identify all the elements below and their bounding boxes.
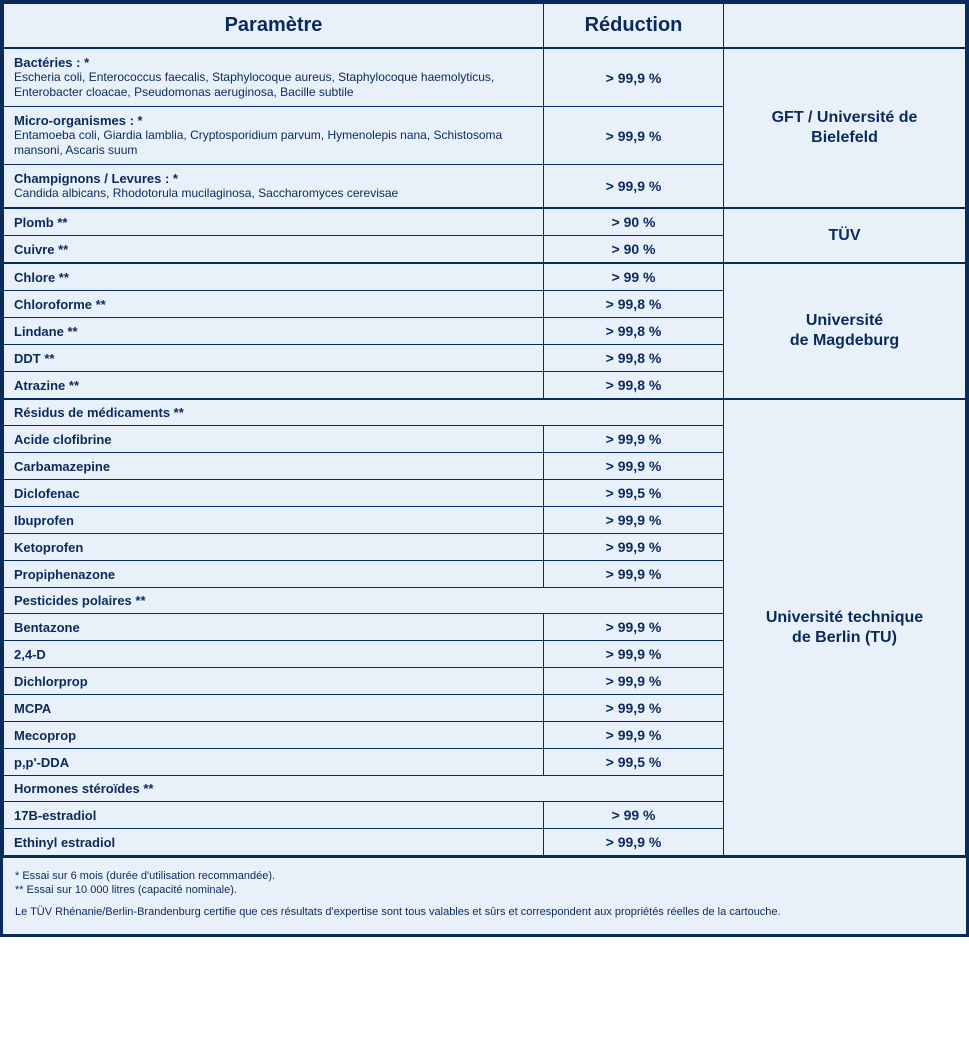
param-title: Champignons / Levures : * — [14, 171, 533, 186]
param-cell: Ethinyl estradiol — [4, 829, 544, 856]
param-cell: Bentazone — [4, 614, 544, 641]
param-cell: Ketoprofen — [4, 534, 544, 561]
reduction-cell: > 99 % — [544, 263, 724, 291]
param-cell: Chlore ** — [4, 263, 544, 291]
table-row: Résidus de médicaments **Université tech… — [4, 399, 966, 426]
param-cell: Champignons / Levures : *Candida albican… — [4, 165, 544, 209]
param-cell: p,p'-DDA — [4, 749, 544, 776]
param-cell: 17B-estradiol — [4, 802, 544, 829]
param-cell: Dichlorprop — [4, 668, 544, 695]
table-row: Chlore **> 99 %Universitéde Magdeburg — [4, 263, 966, 291]
reduction-cell: > 99,5 % — [544, 749, 724, 776]
lab-cell: TÜV — [724, 208, 966, 263]
param-cell: Ibuprofen — [4, 507, 544, 534]
reduction-cell: > 99,9 % — [544, 641, 724, 668]
table-header: Paramètre Réduction — [4, 4, 966, 49]
section-header: Hormones stéroïdes ** — [4, 776, 724, 802]
reduction-cell: > 99,8 % — [544, 291, 724, 318]
results-table-container: Paramètre Réduction Bactéries : *Escheri… — [0, 0, 969, 937]
param-cell: Bactéries : *Escheria coli, Enterococcus… — [4, 48, 544, 107]
reduction-cell: > 99,8 % — [544, 372, 724, 400]
reduction-cell: > 99,8 % — [544, 318, 724, 345]
param-cell: MCPA — [4, 695, 544, 722]
reduction-cell: > 99,9 % — [544, 165, 724, 209]
reduction-cell: > 99 % — [544, 802, 724, 829]
footnote-2: ** Essai sur 10 000 litres (capacité nom… — [15, 884, 954, 896]
param-detail: Candida albicans, Rhodotorula mucilagino… — [14, 186, 533, 201]
reduction-cell: > 99,9 % — [544, 107, 724, 165]
reduction-cell: > 99,9 % — [544, 453, 724, 480]
results-table: Paramètre Réduction Bactéries : *Escheri… — [3, 3, 966, 856]
reduction-cell: > 99,9 % — [544, 426, 724, 453]
param-title: Bactéries : * — [14, 55, 533, 70]
header-parametre: Paramètre — [4, 4, 544, 49]
param-cell: Diclofenac — [4, 480, 544, 507]
reduction-cell: > 99,9 % — [544, 668, 724, 695]
param-cell: Propiphenazone — [4, 561, 544, 588]
header-reduction: Réduction — [544, 4, 724, 49]
reduction-cell: > 99,9 % — [544, 507, 724, 534]
reduction-cell: > 90 % — [544, 208, 724, 236]
lab-cell: GFT / Université deBielefeld — [724, 48, 966, 208]
table-body: Bactéries : *Escheria coli, Enterococcus… — [4, 48, 966, 856]
reduction-cell: > 99,9 % — [544, 722, 724, 749]
lab-cell: Universitéde Magdeburg — [724, 263, 966, 399]
table-row: Plomb **> 90 %TÜV — [4, 208, 966, 236]
table-row: Bactéries : *Escheria coli, Enterococcus… — [4, 48, 966, 107]
param-cell: 2,4-D — [4, 641, 544, 668]
param-cell: Atrazine ** — [4, 372, 544, 400]
param-detail: Entamoeba coli, Giardia lamblia, Cryptos… — [14, 128, 533, 158]
reduction-cell: > 99,9 % — [544, 614, 724, 641]
footnotes: * Essai sur 6 mois (durée d'utilisation … — [3, 856, 966, 934]
footnote-1: * Essai sur 6 mois (durée d'utilisation … — [15, 870, 954, 882]
section-header: Pesticides polaires ** — [4, 588, 724, 614]
param-title: Micro-organismes : * — [14, 113, 533, 128]
param-cell: Micro-organismes : *Entamoeba coli, Giar… — [4, 107, 544, 165]
param-cell: Acide clofibrine — [4, 426, 544, 453]
param-cell: Lindane ** — [4, 318, 544, 345]
footnote-cert: Le TÜV Rhénanie/Berlin-Brandenburg certi… — [15, 906, 954, 918]
param-cell: Plomb ** — [4, 208, 544, 236]
reduction-cell: > 99,8 % — [544, 345, 724, 372]
reduction-cell: > 99,9 % — [544, 695, 724, 722]
reduction-cell: > 99,9 % — [544, 561, 724, 588]
param-cell: DDT ** — [4, 345, 544, 372]
reduction-cell: > 99,9 % — [544, 534, 724, 561]
header-lab — [724, 4, 966, 49]
param-detail: Escheria coli, Enterococcus faecalis, St… — [14, 70, 533, 100]
lab-cell: Université techniquede Berlin (TU) — [724, 399, 966, 856]
param-cell: Carbamazepine — [4, 453, 544, 480]
param-cell: Mecoprop — [4, 722, 544, 749]
reduction-cell: > 90 % — [544, 236, 724, 264]
section-header: Résidus de médicaments ** — [4, 399, 724, 426]
param-cell: Cuivre ** — [4, 236, 544, 264]
reduction-cell: > 99,9 % — [544, 48, 724, 107]
param-cell: Chloroforme ** — [4, 291, 544, 318]
reduction-cell: > 99,9 % — [544, 829, 724, 856]
reduction-cell: > 99,5 % — [544, 480, 724, 507]
